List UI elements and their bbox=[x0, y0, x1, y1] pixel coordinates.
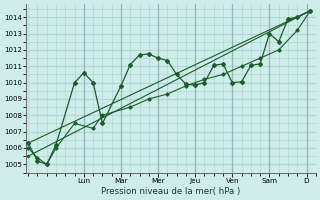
X-axis label: Pression niveau de la mer( hPa ): Pression niveau de la mer( hPa ) bbox=[101, 187, 241, 196]
